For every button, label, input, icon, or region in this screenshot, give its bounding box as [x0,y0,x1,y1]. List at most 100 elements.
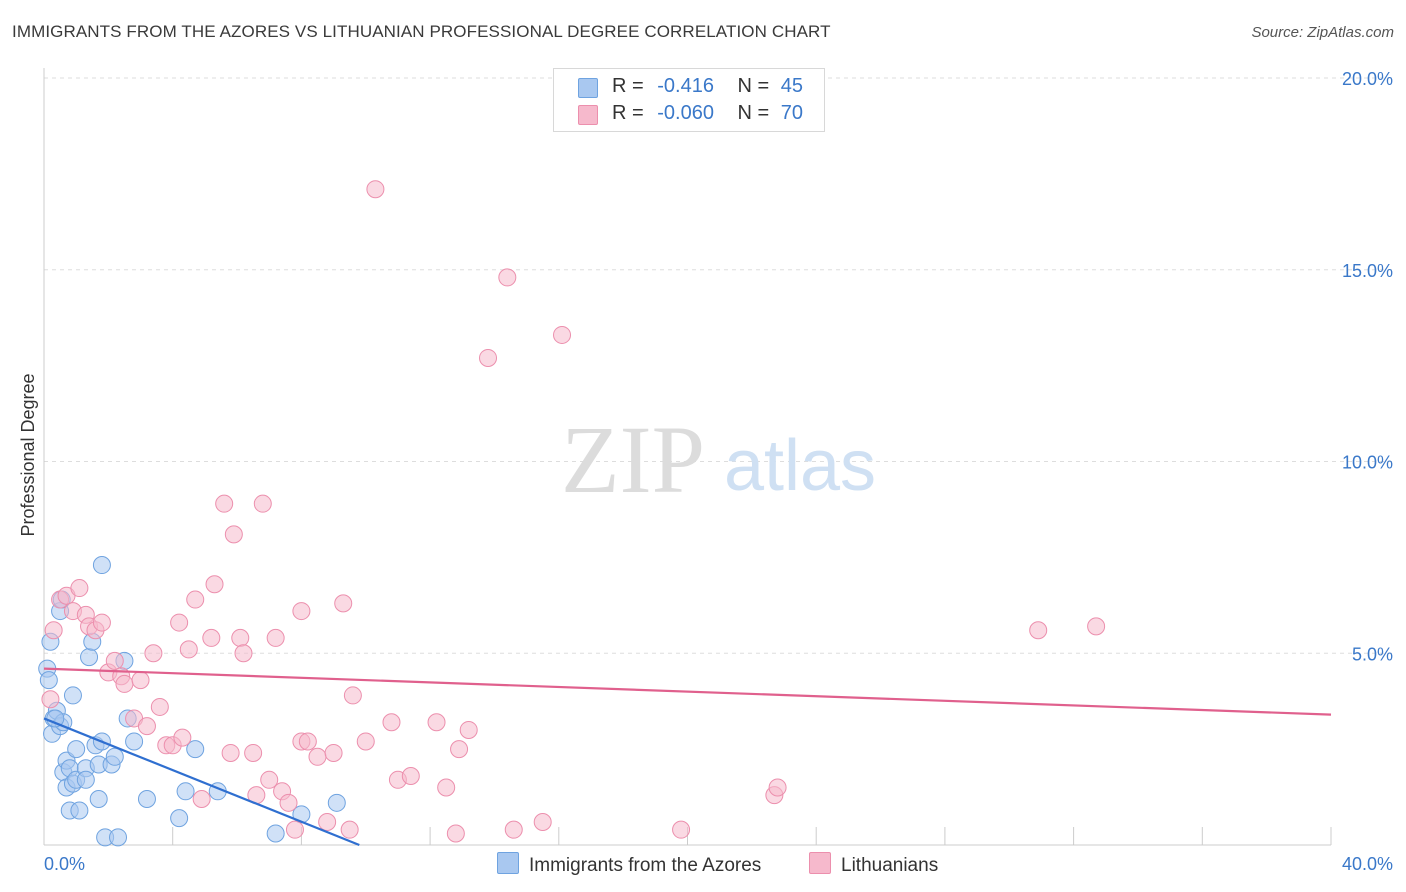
azores-point [327,793,346,812]
axes [43,68,1332,846]
azores-point [176,782,195,801]
lithuanian-point [179,640,198,659]
legend-n-label-azores: N = [737,75,770,97]
lithuanian-point [768,778,787,797]
lithuanian-point [318,812,337,831]
lithuanian-point [170,613,189,632]
lithuanian-point [202,628,221,647]
lithuanian-point [1087,617,1106,636]
lithuanian-point [173,728,192,747]
azores-point [125,732,144,751]
lithuanian-point [92,613,111,632]
lithuanian-point [298,732,317,751]
lithuanian-point [382,713,401,732]
y-tick-label: 15.0% [1342,261,1393,281]
tick-labels: 5.0% 10.0% 15.0% 20.0% 0.0% 40.0% [44,69,1393,874]
lithuanian-trend-line [43,667,1332,716]
azores-point [170,809,189,828]
legend-r-azores: -0.416 [657,75,714,97]
trend-lines [43,667,1332,847]
x-tick-label: 0.0% [44,854,85,874]
lithuanian-point [334,594,353,613]
x-tick-label: 40.0% [1342,854,1393,874]
legend-n-label-lithuanians: N = [737,102,770,124]
y-tick-label: 5.0% [1352,644,1393,664]
bottom-legend-label-lithuanians: Lithuanians [841,855,939,876]
lithuanian-point [533,812,552,831]
lithuanian-point [70,579,89,598]
data-points [38,180,1106,847]
y-tick-label: 10.0% [1342,453,1393,473]
lithuanian-point [340,820,359,839]
lithuanian-point [144,644,163,663]
azores-point [109,828,128,847]
lithuanian-point [292,602,311,621]
azores-point [105,747,124,766]
lithuanian-point [446,824,465,843]
azores-point [80,648,99,667]
lithuanian-point [205,575,224,594]
lithuanian-point [44,621,63,640]
lithuanian-point [479,348,498,367]
bottom-legend-lithuanians: Lithuanians [809,852,938,877]
azores-point [137,789,156,808]
legend-swatch-lithuanians [578,105,598,125]
watermark-zip: ZIP [561,406,705,513]
bottom-legend-swatch-lithuanians [809,852,831,874]
lithuanian-point [41,690,60,709]
lithuanian-point [401,766,420,785]
lithuanian-point [186,590,205,609]
lithuanian-point [192,789,211,808]
bottom-legend-swatch-azores [497,852,519,874]
y-tick-label: 20.0% [1342,69,1393,89]
source-label: Source: ZipAtlas.com [1251,24,1394,41]
lithuanian-point [504,820,523,839]
lithuanian-point [215,494,234,513]
chart-title: IMMIGRANTS FROM THE AZORES VS LITHUANIAN… [12,22,831,41]
azores-point [70,801,89,820]
lithuanian-point [672,820,691,839]
gridlines [44,77,1392,654]
lithuanian-point [498,268,517,287]
lithuanian-point [356,732,375,751]
lithuanian-point [244,743,263,762]
lithuanian-point [285,820,304,839]
lithuanian-point [253,494,272,513]
lithuanian-point [150,697,169,716]
legend-n-lithuanians: 70 [780,102,804,124]
azores-point [266,824,285,843]
azores-point [186,740,205,759]
lithuanian-point [427,713,446,732]
azores-point [67,740,86,759]
lithuanian-point [115,674,134,693]
lithuanian-point [308,747,327,766]
lithuanian-point [450,740,469,759]
azores-point [89,789,108,808]
legend-swatch-azores [578,78,598,98]
lithuanian-point [343,686,362,705]
lithuanian-point [437,778,456,797]
legend-r-label-lithuanians: R = [612,102,644,124]
azores-point [63,686,82,705]
lithuanian-point [231,628,250,647]
bottom-legend-label-azores: Immigrants from the Azores [529,855,762,876]
lithuanian-point [137,717,156,736]
azores-point [39,671,58,690]
lithuanian-point [221,743,240,762]
lithuanian-point [366,180,385,199]
lithuanian-point [279,793,298,812]
lithuanian-point [324,743,343,762]
lithuanian-point [553,325,572,344]
lithuanian-point [234,644,253,663]
lithuanian-point [266,628,285,647]
azores-point [92,556,111,575]
watermark-atlas: atlas [724,426,876,506]
lithuanian-point [459,720,478,739]
correlation-legend: R = -0.416 N = 45 R = -0.060 N = 70 [553,68,825,132]
azores-trend-line [43,717,360,847]
lithuanian-point [131,671,150,690]
legend-n-azores: 45 [780,75,804,97]
legend-r-label-azores: R = [612,75,644,97]
lithuanian-point [260,770,279,789]
